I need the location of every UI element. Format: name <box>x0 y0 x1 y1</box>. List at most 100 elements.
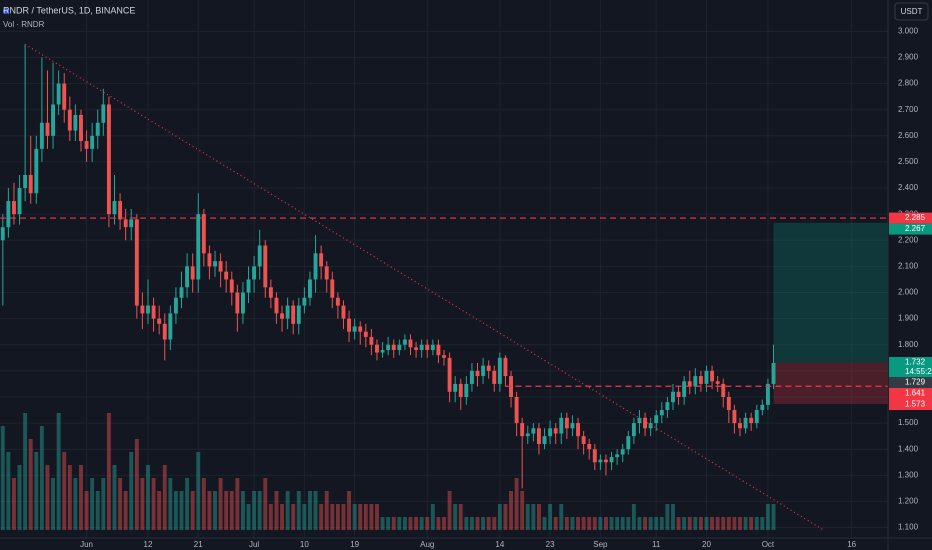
volume-bar <box>39 426 44 530</box>
volume-bar <box>380 517 385 530</box>
candle-body <box>408 339 413 348</box>
volume-bar <box>442 517 446 530</box>
y-tick-label: 1.100 <box>898 523 919 532</box>
candle-body <box>0 227 5 241</box>
volume-bar <box>615 517 620 530</box>
volume-bar <box>671 504 675 530</box>
candle-body <box>469 370 474 384</box>
candle-body <box>419 344 424 350</box>
volume-bar <box>408 517 413 530</box>
volume-bar <box>157 491 162 530</box>
x-tick-label: Sep <box>593 540 608 549</box>
volume-bar <box>268 504 273 530</box>
candle-body <box>45 122 50 136</box>
volume-bar <box>6 452 11 530</box>
candle-body <box>760 404 765 411</box>
candle-body <box>67 109 72 131</box>
volume-bar <box>732 517 737 530</box>
candle-body <box>190 266 195 280</box>
volume-bar <box>308 491 312 530</box>
candle-body <box>17 188 22 215</box>
volume-bar <box>285 491 290 530</box>
candle-body <box>442 355 446 358</box>
volume-bar <box>509 491 513 530</box>
candle-body <box>475 370 480 377</box>
candle-body <box>592 449 597 463</box>
volume-bar <box>151 478 156 530</box>
volume-bar <box>531 504 536 530</box>
price-tag-label: 1.729 <box>905 378 926 387</box>
candle-body <box>196 214 201 280</box>
volume-bar <box>123 491 128 530</box>
candle-body <box>157 318 162 324</box>
x-tick-label: Jul <box>249 540 259 549</box>
volume-bar <box>771 504 776 530</box>
candle-body <box>576 423 580 437</box>
candle-body <box>347 318 352 332</box>
candle-body <box>458 383 463 397</box>
candle-body <box>654 415 659 424</box>
candle-body <box>28 174 33 194</box>
volume-bar <box>447 491 452 530</box>
candle-body <box>631 423 636 437</box>
volume-bar <box>631 504 636 530</box>
volume-bar <box>548 504 553 530</box>
candle-body <box>268 287 273 298</box>
candle-body <box>615 454 620 458</box>
volume-bar <box>542 517 547 530</box>
candle-body <box>218 261 223 272</box>
volume-bar <box>335 504 340 530</box>
x-tick-label: Jun <box>80 540 93 549</box>
candle-body <box>548 428 553 437</box>
volume-bar <box>475 517 480 530</box>
volume-bar <box>659 517 664 530</box>
volume-bar <box>581 517 586 530</box>
y-tick-label: 3.000 <box>898 26 919 35</box>
candle-body <box>106 104 111 215</box>
candle-body <box>464 383 469 397</box>
volume-bar <box>536 504 541 530</box>
candle-body <box>386 344 391 350</box>
candle-body <box>229 279 234 293</box>
candle-body <box>738 423 742 429</box>
candle-body <box>352 326 357 332</box>
candle-body <box>682 381 687 397</box>
volume-bar <box>28 439 33 530</box>
volume-bar <box>352 504 357 530</box>
candle-body <box>564 417 569 429</box>
currency-button[interactable] <box>894 2 929 21</box>
candle-body <box>23 174 28 189</box>
volume-bar <box>291 504 296 530</box>
candle-body <box>73 114 78 131</box>
countdown: 14:55:25 <box>905 367 932 376</box>
volume-bar <box>704 517 709 530</box>
volume-bar <box>436 517 441 530</box>
volume-bar <box>84 491 89 530</box>
stop-zone <box>773 362 888 405</box>
volume-bar <box>481 517 486 530</box>
volume-bar <box>665 504 670 530</box>
volume-bar <box>604 517 608 530</box>
volume-bar <box>106 413 111 530</box>
candle-body <box>146 305 150 314</box>
candle-body <box>84 141 89 149</box>
volume-bar <box>173 491 178 530</box>
volume-bar <box>765 504 770 530</box>
candle-body <box>643 417 648 429</box>
currency[interactable]: USDT <box>901 7 923 16</box>
volume-bar <box>397 517 402 530</box>
candle-body <box>6 201 11 228</box>
volume-bar <box>201 478 206 530</box>
candle-body <box>693 376 698 387</box>
volume-bar <box>34 452 39 530</box>
y-tick-label: 1.200 <box>898 497 919 506</box>
candle-body <box>380 349 385 353</box>
volume-bar <box>430 504 435 530</box>
volume-bar <box>391 517 396 530</box>
volume-bar <box>749 517 754 530</box>
volume-bar <box>486 517 491 530</box>
candle-body <box>369 336 374 345</box>
candle-body <box>358 326 363 332</box>
candle-body <box>726 396 731 411</box>
volume-bar <box>112 465 117 530</box>
